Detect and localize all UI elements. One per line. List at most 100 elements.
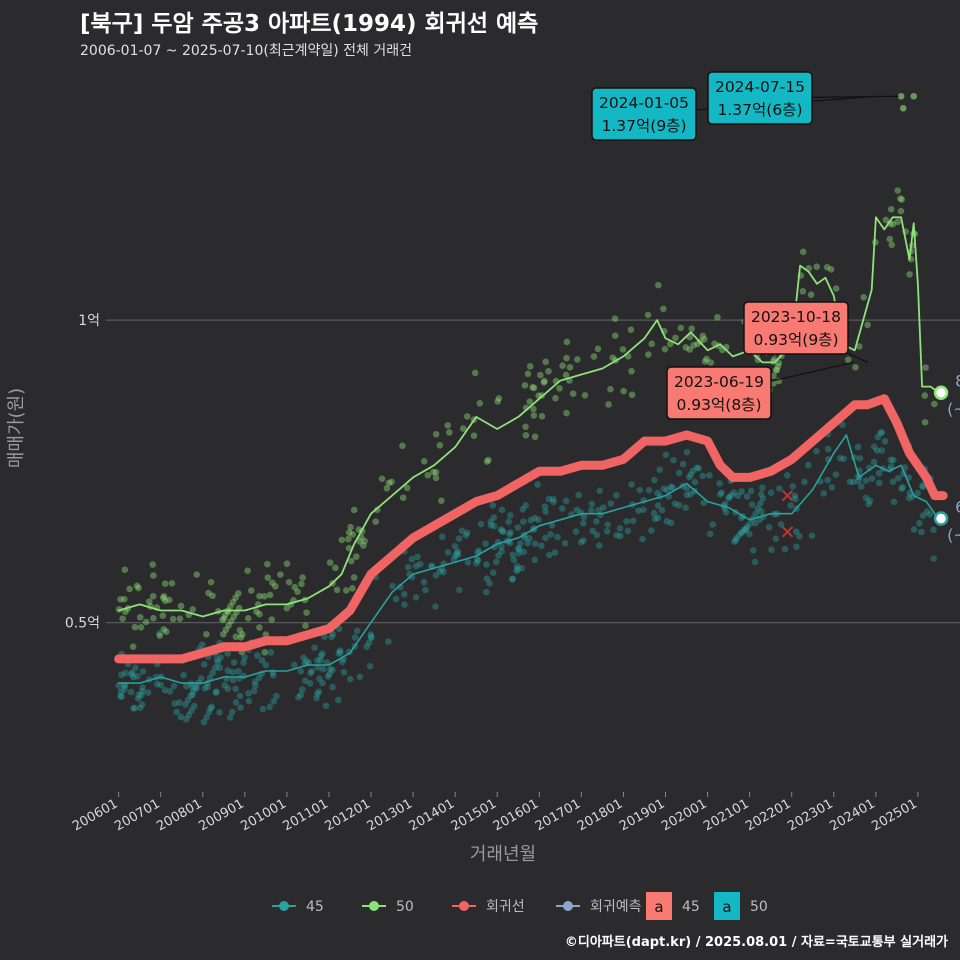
scatter-point-50 bbox=[264, 574, 272, 581]
scatter-point-50 bbox=[661, 345, 669, 353]
scatter-point-45 bbox=[695, 465, 702, 472]
scatter-point-50 bbox=[799, 287, 807, 295]
scatter-point-45 bbox=[824, 445, 832, 453]
scatter-point-50 bbox=[269, 579, 276, 587]
scatter-point-45 bbox=[551, 549, 559, 556]
scatter-point-45 bbox=[130, 673, 137, 681]
scatter-point-50 bbox=[436, 441, 444, 449]
scatter-point-45 bbox=[412, 594, 420, 601]
scatter-point-45 bbox=[509, 575, 517, 582]
scatter-point-45 bbox=[236, 675, 243, 682]
scatter-point-50 bbox=[220, 615, 228, 622]
scatter-point-50 bbox=[607, 385, 614, 393]
scatter-point-50 bbox=[483, 458, 491, 465]
scatter-point-50 bbox=[690, 341, 698, 349]
scatter-point-45 bbox=[651, 515, 659, 523]
scatter-point-45 bbox=[628, 481, 635, 488]
scatter-point-50 bbox=[559, 362, 566, 369]
scatter-point-45 bbox=[189, 691, 196, 699]
scatter-point-45 bbox=[128, 670, 135, 678]
scatter-point-50 bbox=[556, 384, 563, 392]
scatter-point-45 bbox=[887, 463, 895, 470]
x-tick-label: 201601 bbox=[491, 796, 541, 834]
scatter-point-50 bbox=[545, 367, 552, 375]
scatter-point-45 bbox=[127, 688, 135, 696]
scatter-point-50 bbox=[229, 598, 237, 606]
scatter-point-45 bbox=[687, 490, 694, 498]
x-axis-title: 거래년월 bbox=[470, 844, 536, 865]
scatter-point-50 bbox=[298, 580, 305, 588]
scatter-point-50 bbox=[524, 370, 532, 378]
scatter-point-45 bbox=[878, 429, 886, 436]
scatter-point-50 bbox=[581, 392, 589, 399]
scatter-point-45 bbox=[635, 507, 642, 514]
highlight-x-mark bbox=[781, 489, 794, 502]
scatter-point-45 bbox=[216, 709, 223, 716]
scatter-point-45 bbox=[266, 703, 274, 711]
scatter-point-45 bbox=[389, 582, 396, 590]
scatter-point-50 bbox=[823, 263, 831, 271]
scatter-point-45 bbox=[687, 471, 695, 478]
scatter-point-45 bbox=[177, 713, 185, 721]
scatter-point-45 bbox=[258, 657, 266, 664]
scatter-point-50 bbox=[160, 594, 167, 602]
scatter-point-50 bbox=[444, 422, 452, 429]
scatter-point-45 bbox=[314, 690, 321, 698]
scatter-point-45 bbox=[205, 708, 213, 716]
scatter-point-50 bbox=[176, 615, 184, 622]
scatter-point-50 bbox=[645, 351, 652, 358]
scatter-point-45 bbox=[412, 562, 420, 570]
scatter-point-45 bbox=[507, 529, 514, 536]
scatter-point-45 bbox=[254, 652, 261, 659]
scatter-point-50 bbox=[540, 379, 548, 386]
scatter-point-45 bbox=[396, 583, 404, 591]
scatter-point-50 bbox=[360, 542, 367, 549]
scatter-point-45 bbox=[561, 540, 569, 547]
scatter-point-45 bbox=[572, 528, 580, 535]
scatter-point-45 bbox=[870, 458, 878, 466]
chart-title: [북구] 두암 주공3 아파트(1994) 회귀선 예측 bbox=[80, 11, 539, 37]
scatter-point-45 bbox=[453, 549, 460, 557]
scatter-point-50 bbox=[707, 359, 715, 366]
scatter-point-50 bbox=[922, 364, 929, 371]
scatter-point-45 bbox=[156, 630, 163, 637]
scatter-point-50 bbox=[236, 626, 244, 634]
scatter-point-50 bbox=[688, 325, 695, 333]
scatter-point-45 bbox=[166, 688, 174, 695]
scatter-point-45 bbox=[509, 551, 517, 559]
scatter-point-50 bbox=[772, 366, 780, 374]
scatter-point-45 bbox=[777, 521, 785, 528]
legend-label-45: 45 bbox=[306, 899, 324, 915]
scatter-point-45 bbox=[593, 531, 601, 539]
scatter-point-45 bbox=[805, 461, 812, 469]
scatter-point-45 bbox=[752, 510, 759, 518]
scatter-point-45 bbox=[198, 641, 206, 648]
scatter-point-45 bbox=[477, 520, 485, 528]
scatter-point-50 bbox=[459, 425, 467, 432]
scatter-point-45 bbox=[259, 705, 267, 713]
scatter-point-45 bbox=[650, 509, 658, 517]
scatter-point-45 bbox=[547, 531, 554, 538]
scatter-point-45 bbox=[699, 472, 707, 480]
scatter-point-50 bbox=[611, 315, 619, 322]
scatter-point-45 bbox=[422, 586, 429, 594]
scatter-point-45 bbox=[498, 506, 506, 514]
scatter-point-50 bbox=[121, 566, 129, 574]
scatter-point-45 bbox=[356, 673, 364, 681]
scatter-point-45 bbox=[624, 527, 632, 535]
scatter-point-45 bbox=[550, 498, 557, 506]
scatter-point-45 bbox=[654, 502, 662, 509]
scatter-point-50 bbox=[230, 613, 238, 621]
scatter-point-45 bbox=[918, 528, 925, 536]
series-line-50 bbox=[117, 216, 940, 618]
scatter-point-45 bbox=[203, 713, 210, 721]
scatter-point-45 bbox=[518, 564, 526, 572]
scatter-point-45 bbox=[588, 500, 596, 508]
scatter-point-50 bbox=[232, 633, 240, 641]
scatter-point-45 bbox=[875, 469, 883, 477]
scatter-point-45 bbox=[185, 711, 193, 719]
scatter-point-50 bbox=[921, 392, 929, 399]
scatter-point-50 bbox=[262, 631, 270, 638]
scatter-point-45 bbox=[916, 520, 923, 527]
